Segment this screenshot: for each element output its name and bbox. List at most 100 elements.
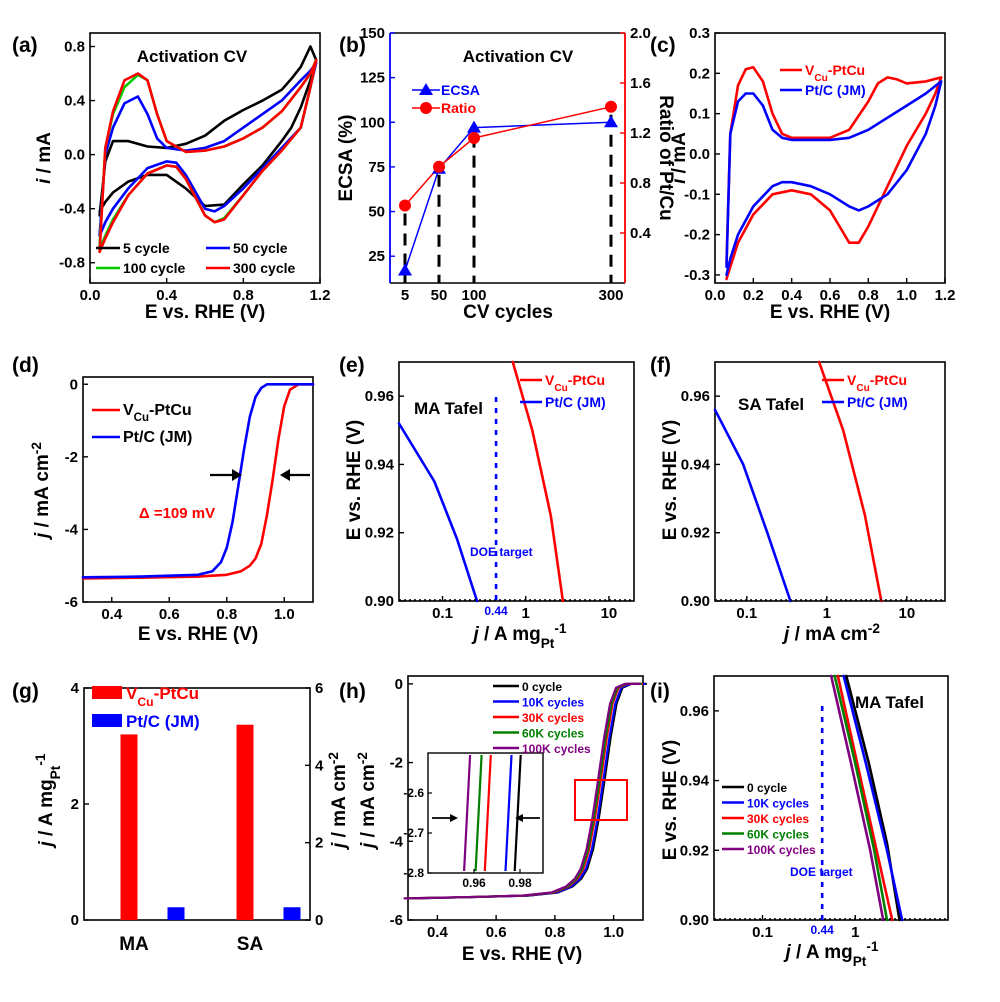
panel-i-xtick-label: 1	[851, 924, 859, 941]
panel-h-inset-series-4	[463, 754, 472, 872]
panel-h-inset-xtick-label: 0.96	[462, 876, 486, 890]
panel-b-xtick-label: 100	[461, 287, 486, 304]
panel-c-xtick-label: 0.0	[705, 287, 726, 304]
panel-e-frame	[398, 361, 635, 602]
panel-i-series-4	[829, 674, 885, 922]
panel-h-legend-0-label: 0 cycle	[522, 680, 562, 694]
panel-a-series-3	[98, 58, 318, 254]
panel-b-right-ytick-label: 1.6	[630, 75, 651, 92]
panel-e-legend-0-label: VCu-PtCu	[545, 372, 605, 394]
panel-g-ytick-label: 2	[71, 796, 79, 813]
panel-h-inset-arrow-left-head	[450, 814, 458, 822]
panel-c-xlabel: E vs. RHE (V)	[770, 302, 890, 323]
panel-h-inset-arrow-right-head	[515, 814, 523, 822]
panel-g-bar-0-0	[120, 734, 138, 920]
panel-d-xtick-label: 0.4	[101, 606, 123, 623]
panel-i-legend-1-label: 10K cycles	[747, 797, 809, 811]
panel-i-series-2	[836, 674, 894, 922]
panel-b-right-ytick-label: 2.0	[630, 25, 651, 42]
panel-i-legend-3-label: 60K cycles	[747, 828, 809, 842]
panel-a-ytick-label: 0.4	[64, 93, 86, 110]
panel-a-frame	[89, 32, 321, 284]
panel-i-ylabel: E vs. RHE (V)	[660, 740, 681, 860]
panel-e-xtick-label: 10	[601, 605, 618, 622]
panel-e-ytick-label: 0.90	[365, 593, 394, 610]
panel-c-ylabel: i / mA	[669, 132, 690, 184]
panel-f-annotation: SA Tafel	[738, 395, 804, 414]
panel-b-ylabel-right: Ratio of Pt/Cu	[655, 95, 676, 221]
panel-d-arrow-left-head	[232, 469, 242, 481]
panel-g-bar-1-1	[283, 907, 301, 920]
panel-h-legend-3-label: 60K cycles	[522, 727, 584, 741]
panel-c-ytick-label: 0.1	[689, 106, 710, 123]
panel-e-xtick-label: 1	[522, 605, 530, 622]
panel-b-right-ytick-label: 0.4	[630, 225, 652, 242]
panel-f-ylabel: E vs. RHE (V)	[660, 420, 681, 540]
panel-b-legend-ecsa-marker	[419, 83, 433, 95]
panel-e-ylabel: E vs. RHE (V)	[344, 420, 365, 540]
panel-e-annotation: MA Tafel	[414, 399, 483, 418]
panel-i-ytick-label: 0.96	[680, 703, 709, 720]
panel-a-xtick-label: 1.2	[310, 287, 331, 304]
panel-h-zoom-box	[574, 779, 628, 821]
panel-label-1: (a)	[12, 34, 38, 57]
panel-e-xtick-label: 0.1	[432, 605, 453, 622]
panel-a-legend-2-label: 100 cycle	[123, 260, 185, 276]
panel-i-series-1	[842, 674, 904, 922]
panel-h-inset-ytick-label: -2.8	[403, 866, 424, 880]
panel-b-ecsa-point	[398, 263, 412, 276]
panel-b-legend-ecsa-label: ECSA	[441, 82, 480, 98]
panel-f-xtick-label: 1	[823, 605, 831, 622]
panel-i-ytick-label: 0.90	[680, 912, 709, 929]
panel-a-legend-1-label: 50 cycle	[233, 240, 288, 256]
panel-b-ecsa-point	[604, 115, 618, 128]
panel-g-right-ytick-label: 6	[315, 680, 323, 697]
panel-g-legend-1-swatch	[92, 714, 122, 727]
panel-d-ytick-label: 0	[70, 376, 78, 393]
panel-b-legend-ratio-label: Ratio	[441, 100, 476, 116]
panel-g-legend-1-label: Pt/C (JM)	[126, 712, 200, 731]
panel-h-series-4	[403, 682, 641, 900]
panel-i-legend-2-label: 30K cycles	[747, 812, 809, 826]
panel-h-inset-ytick-label: -2.6	[403, 786, 424, 800]
panel-d-xtick-label: 1.0	[274, 606, 295, 623]
panel-c-legend-0-label: VCu-PtCu	[805, 62, 865, 84]
panel-g-ytick-label: 4	[71, 680, 80, 697]
panel-g-category-label: MA	[119, 934, 149, 955]
panel-g-ylabel: j / A mgPt-1	[33, 753, 63, 849]
panel-g-right-ytick-label: 2	[315, 835, 323, 852]
panel-h-xtick-label: 0.6	[486, 924, 507, 941]
panel-f-series-0	[817, 360, 883, 603]
panel-b-ytick-label: 75	[368, 159, 385, 176]
panel-e-series-0	[511, 360, 565, 603]
panel-h-frame	[407, 675, 644, 921]
panel-g-ytick-label: 0	[71, 912, 79, 929]
panel-b-ratio-line	[404, 106, 612, 207]
panel-i-legend-4-label: 100K cycles	[747, 843, 816, 857]
panel-h-inset-series-2	[483, 754, 492, 872]
panel-g-right-ytick-label: 4	[315, 757, 324, 774]
panel-b-ratio-point	[605, 100, 617, 113]
panel-d-series-1	[81, 382, 315, 579]
panel-c-xtick-label: 1.2	[935, 287, 956, 304]
panel-a-xtick-label: 0.4	[156, 287, 178, 304]
panel-b-ecsa-point	[467, 120, 481, 133]
panel-d-xlabel: E vs. RHE (V)	[138, 624, 258, 645]
panel-h-xtick-label: 1.0	[603, 924, 624, 941]
panel-a-ytick-label: 0.8	[64, 39, 85, 56]
panel-h-legend-2-label: 30K cycles	[522, 711, 584, 725]
panel-b-xlabel: CV cycles	[463, 302, 553, 323]
panel-h-legend-4-label: 100K cycles	[522, 742, 591, 756]
panel-a-ytick-label: 0.0	[64, 147, 85, 164]
panel-d-legend-1-label: Pt/C (JM)	[123, 429, 192, 446]
panel-c-xtick-label: 0.8	[858, 287, 879, 304]
panel-c-series-1	[725, 80, 943, 277]
panel-d-ytick-label: -6	[65, 594, 78, 611]
panel-d-ylabel: j / mA cm-2	[29, 442, 54, 541]
panel-a-ytick-label: -0.4	[59, 201, 86, 218]
panel-c-ytick-label: -0.2	[684, 227, 710, 244]
panel-e-ytick-label: 0.94	[365, 456, 395, 473]
panel-h-xlabel: E vs. RHE (V)	[462, 944, 582, 965]
panel-d-arrow-right-head	[280, 469, 290, 481]
